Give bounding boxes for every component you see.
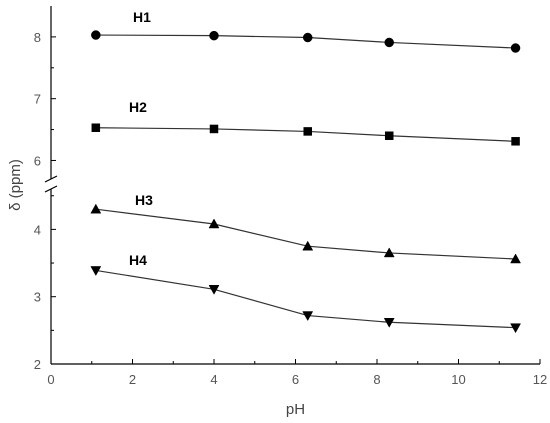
- y-tick-label: 4: [34, 222, 41, 237]
- axis-break-mark: [44, 185, 58, 193]
- data-point-h4: [302, 311, 314, 322]
- data-point-h1: [384, 37, 394, 48]
- series-label-h1: H1: [133, 9, 151, 25]
- data-point-h4: [510, 323, 521, 334]
- series-h3: H3: [90, 192, 521, 264]
- y-tick-label: 6: [34, 153, 41, 168]
- series-line-h3: [95, 208, 516, 260]
- data-point-h3: [383, 247, 395, 258]
- series-label-h4: H4: [129, 252, 147, 268]
- data-point-h4: [90, 266, 102, 276]
- data-point-h2: [209, 124, 219, 134]
- series-group: H1 H2 H3 H4: [90, 9, 521, 334]
- data-point-h4: [208, 285, 220, 295]
- series-label-h3: H3: [135, 192, 153, 208]
- y-axis-label: δ (ppm): [7, 159, 24, 211]
- data-point-h2: [91, 123, 101, 132]
- data-point-h1: [209, 30, 219, 41]
- data-point-h1: [91, 30, 101, 40]
- x-tick-label: 8: [373, 372, 380, 387]
- data-point-h2: [303, 127, 312, 136]
- data-point-h3: [510, 253, 521, 264]
- series-line-h4: [95, 269, 516, 329]
- axis-break-mark: [44, 175, 58, 183]
- y-tick-label: 8: [34, 30, 41, 45]
- y-tick-label: 2: [34, 357, 41, 372]
- x-tick-label: 0: [47, 372, 54, 387]
- data-point-h3: [90, 203, 102, 214]
- data-point-h2: [384, 131, 394, 140]
- y-tick-label: 3: [34, 290, 41, 305]
- data-point-h3: [302, 240, 314, 251]
- series-h2: H2: [91, 99, 520, 146]
- data-point-h1: [302, 32, 313, 43]
- data-point-h4: [383, 318, 395, 328]
- x-tick-label: 2: [129, 372, 136, 387]
- data-point-h1: [510, 43, 521, 53]
- x-tick-label: 12: [533, 372, 547, 387]
- data-point-h2: [511, 137, 520, 146]
- series-label-h2: H2: [129, 99, 147, 115]
- x-tick-label: 4: [210, 372, 217, 387]
- x-tick-label: 6: [292, 372, 299, 387]
- data-point-h3: [208, 218, 220, 229]
- x-axis-label: pH: [286, 401, 305, 418]
- x-tick-label: 10: [451, 372, 465, 387]
- y-tick-label: 7: [34, 92, 41, 107]
- series-h1: H1: [91, 9, 521, 53]
- series-h4: H4: [90, 252, 521, 334]
